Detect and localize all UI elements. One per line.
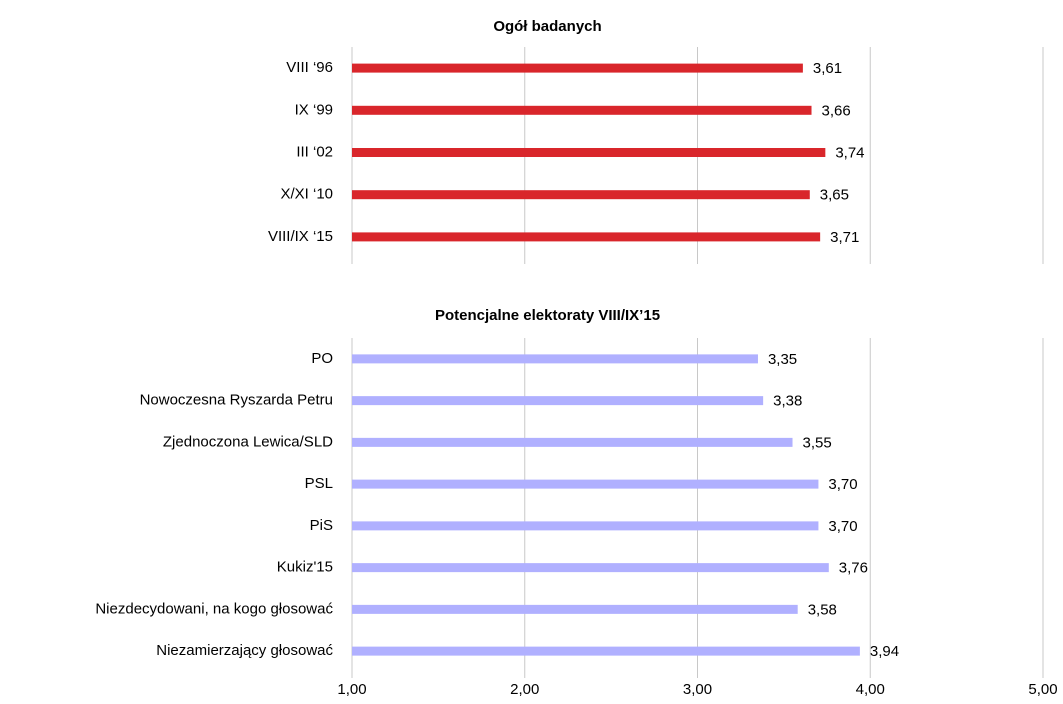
- data-label: 3,94: [870, 643, 899, 660]
- bar: [352, 437, 793, 447]
- y-tick-label: Zjednoczona Lewica/SLD: [163, 433, 333, 450]
- y-tick-label: X/XI ‘10: [280, 186, 333, 203]
- bar: [352, 604, 798, 614]
- data-label: 3,76: [839, 560, 868, 577]
- chart-title: Potencjalne elektoraty VIII/IX’15: [435, 307, 660, 324]
- bar: [352, 232, 821, 242]
- y-tick-label: VIII/IX ‘15: [268, 228, 333, 245]
- y-tick-label: IX ‘99: [295, 101, 333, 118]
- y-tick-label: PSL: [305, 475, 333, 492]
- x-tick-label: 2,00: [510, 681, 539, 698]
- data-label: 3,70: [828, 476, 857, 493]
- data-label: 3,55: [803, 434, 832, 451]
- y-tick-label: VIII ‘96: [286, 59, 333, 76]
- data-label: 3,74: [835, 144, 864, 161]
- bar: [352, 190, 810, 200]
- bar: [352, 479, 819, 489]
- x-tick-label: 5,00: [1028, 681, 1057, 698]
- y-tick-label: Niezdecydowani, na kogo głosować: [95, 600, 333, 617]
- bar: [352, 396, 764, 406]
- bar: [352, 148, 826, 157]
- data-label: 3,58: [808, 601, 837, 618]
- data-label: 3,35: [768, 351, 797, 368]
- y-tick-label: PO: [311, 350, 333, 367]
- data-label: 3,38: [773, 393, 802, 410]
- y-tick-label: Niezamierzający głosować: [156, 642, 333, 659]
- y-tick-label: PiS: [310, 517, 333, 534]
- bar: [352, 646, 860, 656]
- data-label: 3,65: [820, 187, 849, 204]
- bar: [352, 63, 803, 73]
- y-tick-label: III ‘02: [296, 143, 333, 160]
- y-tick-label: Kukiz'15: [277, 559, 333, 576]
- bar: [352, 354, 758, 364]
- data-label: 3,61: [813, 60, 842, 77]
- x-tick-label: 4,00: [856, 681, 885, 698]
- y-tick-label: Nowoczesna Ryszarda Petru: [140, 392, 333, 409]
- bar: [352, 521, 819, 531]
- data-label: 3,66: [822, 102, 851, 119]
- bar: [352, 563, 829, 573]
- x-tick-label: 1,00: [337, 681, 366, 698]
- x-tick-label: 3,00: [683, 681, 712, 698]
- bar: [352, 105, 812, 115]
- chart-title: Ogół badanych: [493, 18, 601, 35]
- data-label: 3,71: [830, 229, 859, 246]
- data-label: 3,70: [828, 518, 857, 535]
